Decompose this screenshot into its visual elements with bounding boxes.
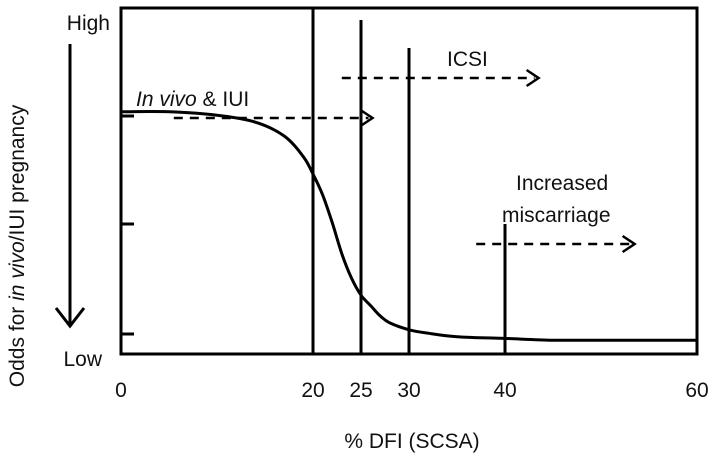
y-axis-title: Odds for in vivo/IUI pregnancy — [6, 104, 29, 387]
text-part: in vivo — [6, 241, 29, 301]
odds-curve — [120, 110, 697, 342]
annotation-label: ICSI — [447, 48, 488, 71]
text-part: /IUI pregnancy — [6, 104, 29, 241]
x-axis-title: % DFI (SCSA) — [344, 430, 479, 453]
range-arrow-head — [359, 108, 375, 128]
annotation-label: In vivo & IUI — [136, 88, 249, 111]
text-part: ICSI — [447, 48, 488, 71]
y-high-label: High — [67, 12, 110, 35]
x-tick-label: 30 — [397, 379, 420, 402]
annotation-label: miscarriage — [502, 204, 611, 227]
text-part: Increased — [516, 172, 608, 195]
text-part: Odds for — [6, 301, 29, 387]
text-part: miscarriage — [502, 204, 611, 227]
x-tick-label: 40 — [493, 379, 516, 402]
x-tick-label: 20 — [301, 379, 324, 402]
range-arrow-head — [525, 68, 541, 88]
text-part: In vivo — [136, 88, 197, 111]
annotation-label: Increased — [516, 172, 608, 195]
x-tick-label: 60 — [685, 379, 708, 402]
y-direction-arrow-head — [54, 307, 86, 329]
x-tick-label: 25 — [349, 379, 372, 402]
y-low-label: Low — [63, 348, 102, 371]
x-tick-label: 0 — [115, 379, 127, 402]
range-arrow-head — [621, 234, 637, 254]
text-part: & IUI — [197, 88, 250, 111]
